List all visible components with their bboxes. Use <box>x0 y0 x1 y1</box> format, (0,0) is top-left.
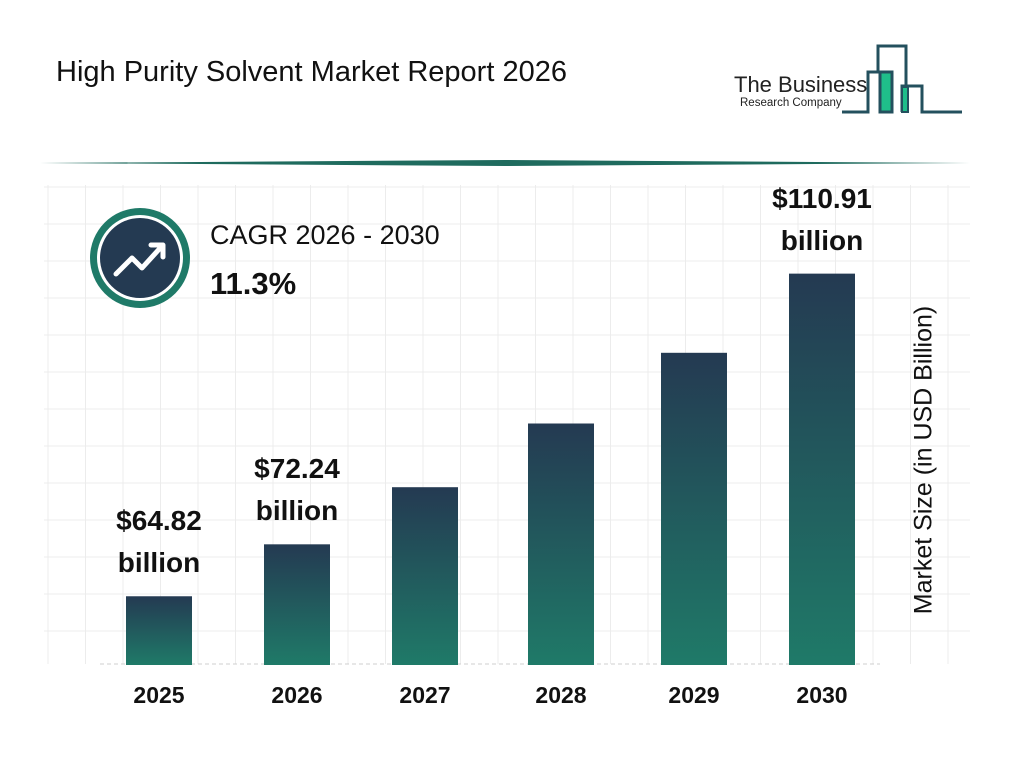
cagr-label: CAGR 2026 - 2030 <box>210 220 440 250</box>
x-tick-label: 2025 <box>133 682 185 708</box>
bar-2029 <box>661 352 727 665</box>
data-label-amount: $110.91 <box>772 182 872 214</box>
logo-buildings-icon <box>842 44 962 114</box>
data-label-unit: billion <box>117 547 201 579</box>
data-label: $64.82 billion <box>116 500 202 584</box>
data-label-amount: $72.24 <box>254 453 340 485</box>
header-divider <box>40 160 970 166</box>
x-tick-label: 2030 <box>796 682 848 708</box>
company-logo: The Business Research Company <box>730 42 965 117</box>
bar-2028 <box>528 423 594 665</box>
data-label: $110.91 billion <box>772 178 872 262</box>
y-axis-label: Market Size (in USD Billion) <box>909 305 938 615</box>
data-label: $72.24 billion <box>254 448 340 532</box>
cagr-value: 11.3% <box>210 266 297 301</box>
x-tick-label: 2026 <box>271 682 323 708</box>
bar-2026 <box>264 544 330 665</box>
bar-2027 <box>392 487 458 665</box>
x-tick-label: 2028 <box>535 682 587 708</box>
data-label-amount: $64.82 <box>116 505 202 537</box>
x-tick-label: 2027 <box>399 682 451 708</box>
page-title: High Purity Solvent Market Report 2026 <box>56 56 567 88</box>
bar-2030 <box>789 273 855 665</box>
logo-text-main: The Business <box>734 72 868 97</box>
x-tick-label: 2029 <box>668 682 720 708</box>
cagr-badge-icon <box>90 208 190 308</box>
trending-up-icon <box>113 243 165 277</box>
data-label-unit: billion <box>780 224 864 256</box>
bar-2025 <box>126 596 192 665</box>
logo-text-sub: Research Company <box>740 97 842 109</box>
data-label-unit: billion <box>255 495 339 527</box>
